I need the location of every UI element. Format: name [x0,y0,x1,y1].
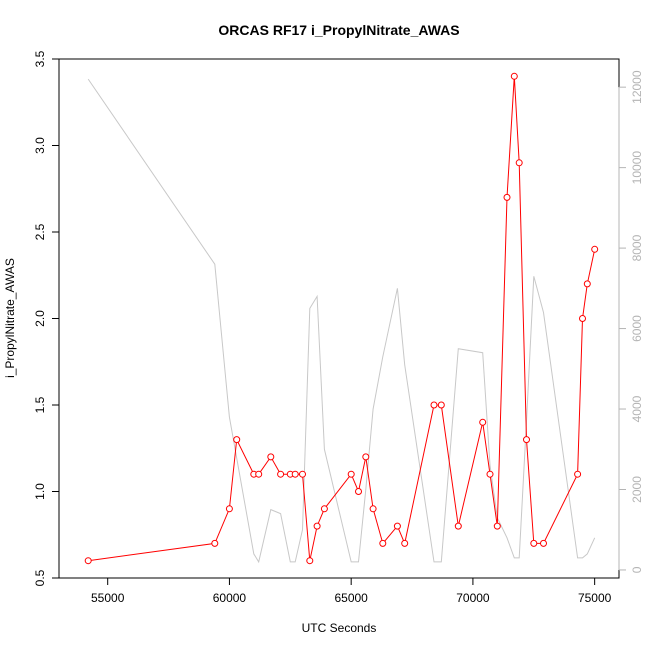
y2-tick-label: 10000 [630,151,644,185]
primary-series-point [540,539,547,547]
primary-series-point [255,470,263,478]
y2-tick-label: 12000 [630,70,644,104]
primary-series-point [306,557,314,565]
x-tick-label: 65000 [334,591,368,605]
primary-series-point [530,539,538,547]
primary-series-point [267,453,275,461]
y-tick-label: 2.5 [33,223,47,240]
y2-tick-label: 6000 [630,315,644,342]
primary-series-point [486,470,494,478]
primary-series-point [369,505,377,513]
x-tick-label: 60000 [213,591,247,605]
primary-series-point [503,193,511,201]
primary-series-point [225,505,233,513]
primary-series-point [510,72,518,80]
y-axis: 0.5 1.0 1.5 2.0 2.5 3.0 3.5 [33,50,60,586]
x-tick-label: 55000 [91,591,125,605]
y2-tick-label: 4000 [630,395,644,422]
y-tick-label: 1.0 [33,483,47,500]
y2-tick-label: 8000 [630,234,644,261]
y-tick-label: 2.0 [33,310,47,327]
primary-series-point [233,436,241,444]
primary-series-point [430,401,438,409]
x-tick-label: 75000 [578,591,612,605]
y2-tick-label: 0 [630,566,644,573]
primary-series-point [313,522,321,530]
primary-series-point [84,557,92,565]
primary-series-point [454,522,462,530]
primary-series-point [515,159,523,167]
primary-series-point [579,315,586,322]
primary-series-point [523,436,530,444]
primary-series-point [437,401,445,409]
primary-series-point [379,539,387,547]
primary-series-point [493,522,501,530]
primary-series-point [211,539,219,547]
primary-series-layer [84,72,599,565]
primary-series-point [362,453,370,461]
primary-series-point [291,470,299,478]
primary-series-point [277,470,285,478]
x-axis-label: UTC Seconds [302,621,377,635]
primary-series-point [355,488,362,495]
x-axis: 55000 60000 65000 70000 75000 [91,577,612,605]
primary-series-point [347,470,355,478]
secondary-series-layer [87,78,596,564]
y2-tick-label: 2000 [630,476,644,503]
secondary-series-line [87,78,596,564]
primary-series-point [401,539,409,547]
y-tick-label: 1.5 [33,396,47,413]
x-tick-label: 70000 [456,591,490,605]
primary-series-point [574,470,582,478]
primary-series-point [479,418,487,426]
primary-series-point [393,522,401,530]
y2-axis: 0 2000 4000 6000 8000 10000 12000 [618,70,644,573]
y-tick-label: 0.5 [33,569,47,586]
primary-series-point [591,245,599,253]
chart-title: ORCAS RF17 i_PropylNitrate_AWAS [218,22,459,38]
primary-series-point [320,505,328,513]
y-tick-label: 3.0 [33,137,47,154]
y-axis-label: i_PropylNitrate_AWAS [3,258,17,378]
y-tick-label: 3.5 [33,50,47,67]
primary-series-point [299,470,306,478]
primary-series-point [583,280,591,288]
